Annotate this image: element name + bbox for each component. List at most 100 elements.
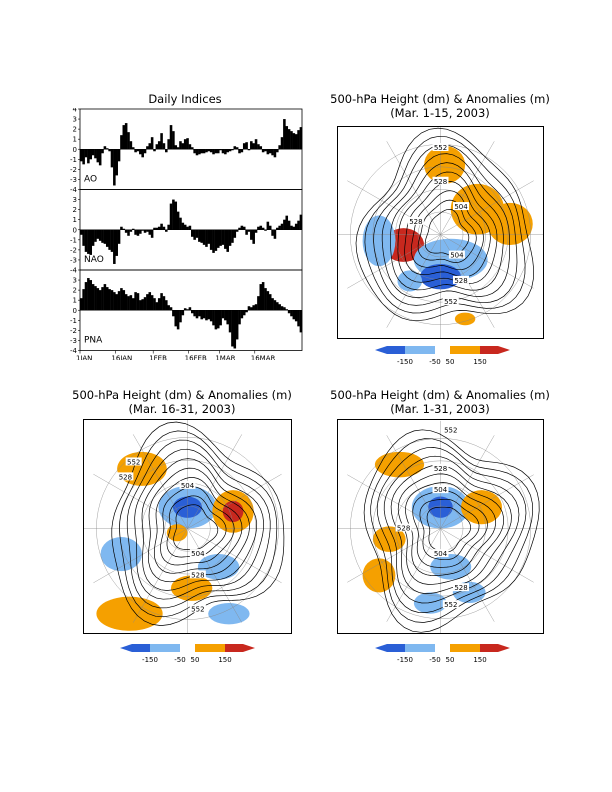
index-bar — [207, 229, 211, 244]
index-bar — [124, 294, 128, 311]
contour-label-bg — [453, 583, 469, 592]
height-contour — [390, 162, 504, 291]
y-tick-label: 3 — [73, 196, 77, 204]
index-bar — [155, 227, 159, 230]
index-bar — [80, 298, 83, 311]
index-bar — [82, 289, 85, 311]
index-bar — [221, 229, 225, 245]
y-tick-label: 1 — [73, 297, 77, 305]
index-bar — [169, 307, 173, 311]
index-bar — [259, 284, 263, 311]
colorbar-label: -50 — [429, 656, 440, 664]
index-bar — [134, 292, 137, 311]
index-bar — [231, 149, 234, 151]
index-bar — [266, 221, 270, 230]
index-bar — [183, 224, 187, 230]
negative-anomaly-area — [397, 270, 423, 292]
index-bar — [276, 227, 279, 230]
index-bar — [268, 225, 272, 230]
index-bar — [285, 126, 289, 150]
index-bar — [120, 226, 123, 230]
height-contour — [410, 190, 484, 271]
index-bar — [235, 147, 239, 150]
index-bar — [254, 139, 258, 150]
height-contour — [153, 477, 243, 574]
height-contour — [141, 458, 258, 591]
index-bar — [261, 282, 265, 311]
negative-anomaly-area — [362, 215, 396, 267]
index-bar — [191, 310, 194, 314]
negative-anomaly-area — [413, 592, 447, 614]
index-bar — [209, 229, 213, 250]
height-contour — [111, 421, 285, 626]
contour-label: 528 — [409, 218, 422, 226]
index-bar — [283, 307, 286, 311]
index-bar — [148, 143, 152, 150]
meridian-line — [187, 473, 282, 529]
index-bar — [89, 229, 93, 255]
colorbar-segment — [132, 644, 150, 652]
height-contour — [126, 439, 271, 609]
index-bar — [122, 290, 126, 311]
height-contour — [426, 506, 471, 553]
y-tick-label: -4 — [70, 186, 78, 194]
positive-anomaly-area — [362, 558, 396, 593]
index-bar — [242, 310, 246, 316]
index-bar — [252, 229, 255, 244]
colorbar-segment — [450, 644, 480, 652]
colorbar-arrow-high — [498, 644, 510, 652]
index-bar — [186, 138, 189, 150]
index-bar — [122, 228, 126, 230]
index-bar — [157, 226, 161, 230]
index-bar — [207, 149, 211, 152]
map3-panel: 552528504528504528552576 — [337, 419, 544, 634]
index-bar — [84, 282, 88, 311]
daily-indices-chart: 4 3 2 1 0 -1 -2 -3 -4 AO 3 2 1 0 -1 -2 -3 -4 NAO 3 2 1 0 -1 -2 -3… — [60, 108, 310, 360]
index-bar — [148, 292, 152, 311]
index-bar — [200, 229, 204, 243]
index-bar — [87, 229, 90, 254]
index-bar — [221, 149, 225, 154]
index-bar — [198, 310, 201, 317]
index-bar — [278, 304, 281, 311]
index-bar — [254, 304, 258, 311]
index-bar — [120, 135, 123, 150]
colorbar-segment — [405, 644, 435, 652]
index-bar — [115, 294, 118, 311]
meridian-line — [440, 474, 534, 529]
index-bar — [205, 149, 208, 153]
index-bar — [127, 132, 130, 150]
index-bar — [105, 287, 109, 311]
index-bar — [122, 125, 126, 150]
index-bar — [191, 147, 194, 150]
index-bar — [257, 226, 260, 230]
index-bar — [193, 229, 196, 240]
y-tick-label: -2 — [70, 166, 77, 174]
positive-anomaly-area — [454, 312, 476, 326]
contour-label-bg — [432, 176, 449, 185]
index-bar — [257, 296, 260, 311]
index-bar — [80, 149, 83, 162]
colorbar-segment — [195, 644, 225, 652]
index-bar — [285, 309, 289, 311]
index-bar — [247, 149, 251, 151]
index-bar — [117, 229, 121, 244]
index-bar — [212, 310, 215, 326]
index-bar — [91, 284, 95, 311]
index-bar — [294, 310, 298, 322]
colorbar-arrow-low — [375, 644, 387, 652]
index-bar — [231, 229, 234, 243]
index-bar — [167, 139, 170, 150]
index-bar — [254, 229, 258, 233]
index-bar — [278, 225, 281, 230]
index-bar — [273, 149, 277, 158]
meridian-line — [187, 528, 243, 623]
index-bar — [96, 229, 100, 239]
meridian-line — [93, 528, 188, 584]
index-bar — [183, 308, 187, 311]
index-bar — [266, 149, 270, 155]
index-bar — [294, 134, 298, 150]
index-bar — [179, 310, 182, 323]
index-bar — [157, 141, 161, 150]
contour-label-bg — [179, 480, 196, 489]
